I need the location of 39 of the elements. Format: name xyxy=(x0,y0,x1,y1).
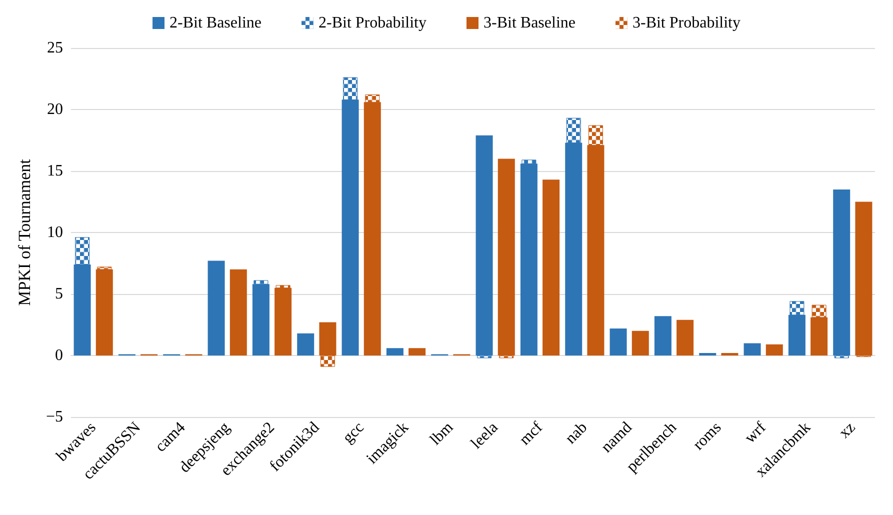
bar xyxy=(610,328,627,356)
bar xyxy=(476,135,493,356)
x-tick-label: roms xyxy=(690,418,725,454)
bar xyxy=(274,288,292,356)
bar xyxy=(766,344,783,356)
bar xyxy=(252,284,270,356)
bar xyxy=(208,260,225,356)
x-tick-label: mcf xyxy=(516,418,546,449)
bar xyxy=(498,158,515,356)
x-tick-label: nab xyxy=(562,418,591,448)
legend-label: 2-Bit Probability xyxy=(318,14,426,32)
y-tick-label: 15 xyxy=(47,162,63,180)
bar xyxy=(654,316,672,356)
bar xyxy=(520,164,538,356)
y-tick-label: 10 xyxy=(47,224,63,241)
legend-label: 2-Bit Baseline xyxy=(170,14,262,32)
x-tick-label: gcc xyxy=(340,418,368,447)
x-tick-label: leela xyxy=(468,418,502,452)
bar xyxy=(676,320,694,356)
x-tick-label: xz xyxy=(836,418,859,442)
bar xyxy=(632,330,649,356)
y-tick-label: −5 xyxy=(46,408,63,426)
x-tick-label: lbm xyxy=(427,418,458,449)
y-tick-label: 25 xyxy=(47,40,63,56)
bar xyxy=(408,348,426,356)
y-tick-label: 20 xyxy=(47,101,63,118)
legend-label: 3-Bit Probability xyxy=(632,14,740,32)
bar xyxy=(744,343,761,356)
bar xyxy=(297,333,314,356)
bar xyxy=(833,189,850,356)
bar xyxy=(542,180,560,356)
bar xyxy=(230,269,247,356)
legend-label: 3-Bit Baseline xyxy=(484,14,576,32)
y-tick-label: 5 xyxy=(55,286,63,302)
bar xyxy=(855,202,872,356)
y-tick-label: 0 xyxy=(55,347,63,364)
bar xyxy=(96,269,113,356)
y-axis-title: MPKI of Tournament xyxy=(15,158,34,306)
bar xyxy=(386,348,404,356)
